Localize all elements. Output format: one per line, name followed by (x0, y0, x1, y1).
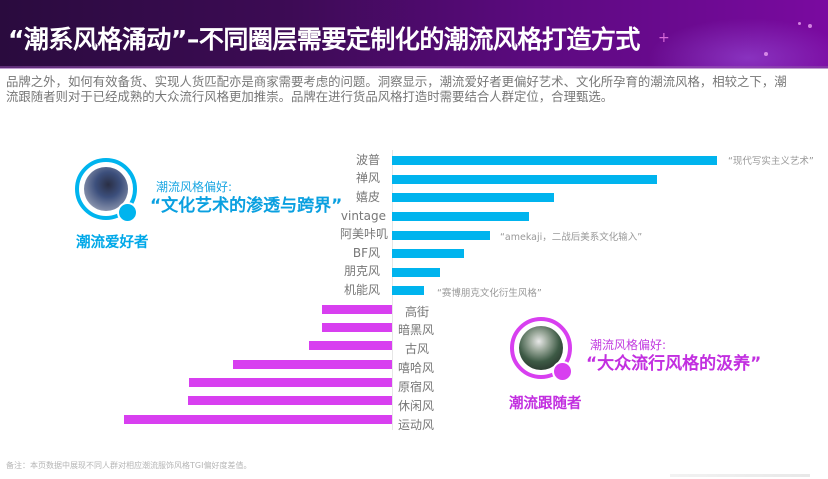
category-label: 禅风 (355, 171, 380, 185)
footnote: 备注：本页数据中展现不同人群对相应潮流服饰风格TGI偏好度差值。 (6, 461, 252, 470)
enthusiast-name: 潮流爱好者 (76, 235, 149, 251)
header-divider (0, 66, 828, 69)
sparkle-dot (808, 24, 812, 28)
follower-avatar (510, 317, 573, 382)
bar-enthusiast (392, 156, 717, 165)
intro-line-1: 品牌之外，如何有效备货、实现人货匹配亦是商家需要考虑的问题。洞察显示，潮流爱好者… (6, 74, 787, 89)
bar-follower (124, 415, 392, 424)
category-label: 嘻哈风 (398, 361, 435, 375)
bar-enthusiast (392, 268, 440, 277)
bar-follower (189, 378, 392, 387)
annotation-pop: “现代写实主义艺术” (728, 156, 814, 167)
bar-follower (322, 305, 392, 314)
intro-paragraph: 品牌之外，如何有效备货、实现人货匹配亦是商家需要考虑的问题。洞察显示，潮流爱好者… (6, 74, 828, 104)
category-label: 暗黑风 (398, 323, 435, 337)
bar-enthusiast (392, 231, 490, 240)
avatar-badge-dot (117, 202, 138, 223)
header-glow (648, 18, 828, 68)
category-label: 原宿风 (398, 380, 435, 394)
bar-follower (233, 360, 392, 369)
enthusiast-pref-quote: “文化艺术的渗透与跨界” (150, 196, 343, 216)
bar-enthusiast (392, 193, 554, 202)
annotation-techwear: “赛博朋克文化衍生风格” (437, 288, 542, 299)
category-label: 朋克风 (343, 264, 380, 278)
avatar-badge-dot (552, 361, 573, 382)
category-label: 机能风 (343, 283, 380, 297)
category-label: 高街 (405, 305, 430, 319)
bar-enthusiast (392, 249, 464, 258)
bar-follower (309, 341, 392, 350)
intro-line-2: 流跟随者则对于已经成熟的大众流行风格更加推崇。品牌在进行货品风格打造时需要结合人… (6, 89, 614, 104)
follower-pref-quote: “大众流行风格的汲养” (586, 354, 762, 374)
follower-name: 潮流跟随者 (509, 396, 582, 412)
bar-follower (188, 396, 392, 405)
bar-enthusiast (392, 212, 529, 221)
category-label: 运动风 (398, 418, 435, 432)
category-label: 波普 (355, 153, 380, 167)
bar-enthusiast (392, 286, 424, 295)
category-label: vintage (340, 209, 386, 223)
footer-watermark (670, 474, 810, 477)
sparkle-dot (764, 52, 768, 56)
bar-follower (322, 323, 392, 332)
bar-enthusiast (392, 175, 657, 184)
header-banner: + “潮系风格涌动”–不同圈层需要定制化的潮流风格打造方式 (0, 0, 828, 68)
enthusiast-pref-label: 潮流风格偏好: (156, 180, 233, 194)
annotation-amekaji: “amekaji，二战后美系文化输入” (500, 232, 643, 243)
enthusiast-avatar (75, 158, 138, 223)
sparkle-icon: + (658, 30, 670, 46)
page-title: “潮系风格涌动”–不同圈层需要定制化的潮流风格打造方式 (8, 25, 640, 54)
category-label: 嬉皮 (355, 190, 380, 204)
sparkle-dot (798, 22, 801, 25)
category-label: 古风 (405, 342, 430, 356)
category-label: 阿美咔叽 (339, 227, 388, 241)
follower-pref-label: 潮流风格偏好: (590, 338, 667, 352)
category-label: BF风 (352, 246, 380, 260)
category-label: 休闲风 (398, 399, 435, 413)
